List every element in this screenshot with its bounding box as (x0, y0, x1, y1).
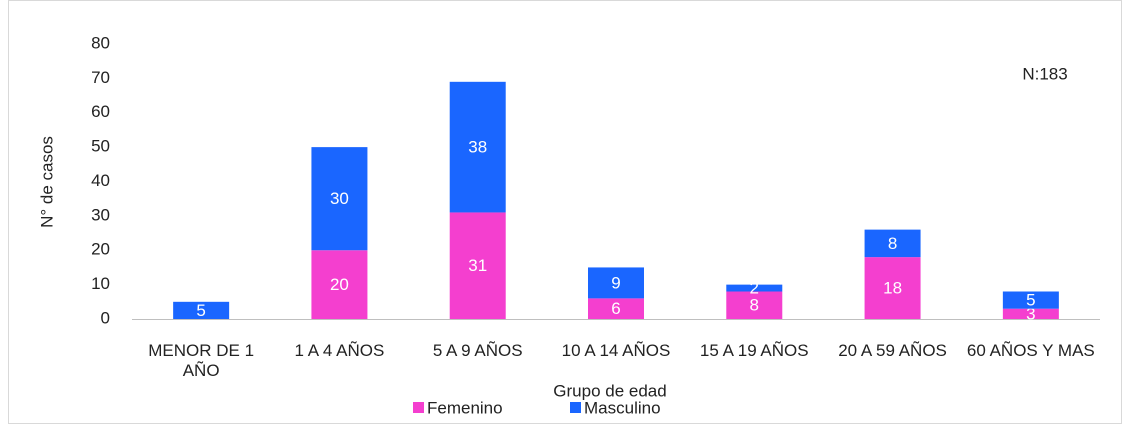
data-label: 3 (1026, 304, 1035, 323)
bar-segment (726, 291, 783, 319)
data-label: 6 (611, 299, 620, 318)
y-tick-label: 40 (91, 171, 110, 190)
legend-swatch (570, 402, 581, 413)
bar-segment (864, 257, 921, 319)
bar-segment (311, 250, 368, 319)
bar-segment (726, 284, 783, 292)
data-label: 8 (888, 234, 897, 253)
x-tick-label: MENOR DE 1 AÑO (148, 341, 255, 380)
chart-border (8, 0, 1122, 424)
x-tick-label: 5 A 9 AÑOS (432, 341, 523, 360)
x-tick-label: 1 A 4 AÑOS (294, 341, 385, 360)
y-tick-label: 60 (91, 102, 110, 121)
data-label: 20 (330, 275, 349, 294)
data-label: 8 (750, 296, 759, 315)
data-label: 5 (196, 301, 205, 320)
bar-segment (449, 212, 506, 319)
y-tick-label: 80 (91, 33, 110, 52)
legend-swatch (413, 402, 424, 413)
x-axis-label: Grupo de edad (553, 381, 666, 400)
data-label: 5 (1026, 291, 1035, 310)
y-tick-label: 30 (91, 205, 110, 224)
bar-segment (588, 298, 644, 319)
x-tick-label: 15 A 19 AÑOS (699, 341, 809, 360)
bar-segment (449, 81, 506, 213)
legend-label: Masculino (584, 398, 661, 417)
bar-segment (173, 301, 230, 319)
x-tick-label: 60 AÑOS Y MAS (966, 341, 1095, 360)
bar-segment (311, 147, 368, 251)
data-label: 2 (750, 279, 759, 298)
y-tick-label: 50 (91, 137, 110, 156)
x-tick-label: 20 A 59 AÑOS (838, 341, 947, 360)
bar-segment (1002, 291, 1059, 309)
y-axis-label: N° de casos (37, 136, 56, 228)
y-tick-label: 70 (91, 68, 110, 87)
data-label: 9 (611, 273, 620, 292)
data-label: 31 (468, 256, 487, 275)
legend-label: Femenino (427, 398, 503, 417)
bar-segment (588, 267, 644, 299)
y-tick-label: 0 (101, 308, 110, 327)
bar-segment (1002, 308, 1059, 319)
annotation: N:183 (1022, 64, 1067, 83)
y-tick-label: 20 (91, 240, 110, 259)
data-label: 38 (468, 138, 487, 157)
bar-segment (864, 229, 921, 258)
x-tick-label: 10 A 14 AÑOS (561, 341, 671, 360)
data-label: 30 (330, 189, 349, 208)
data-label: 18 (883, 279, 902, 298)
y-tick-label: 10 (91, 274, 110, 293)
